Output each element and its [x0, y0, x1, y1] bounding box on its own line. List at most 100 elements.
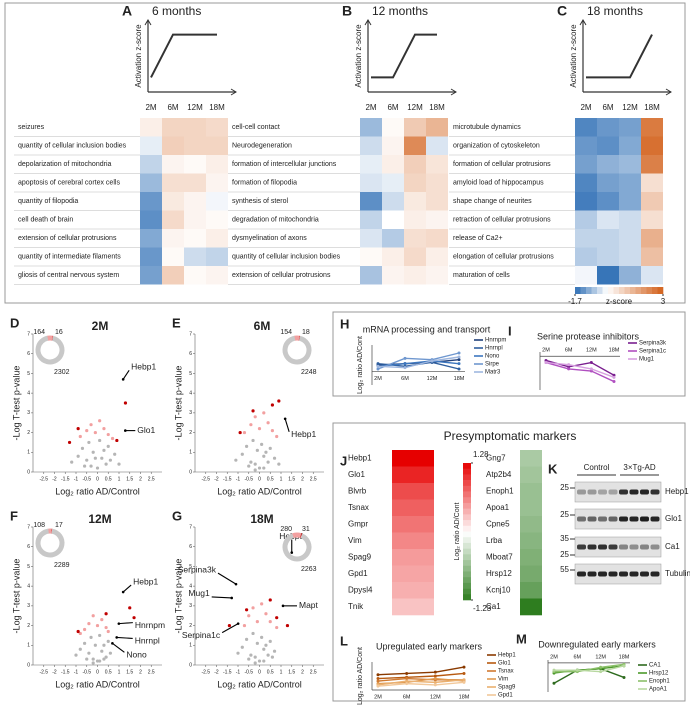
heat-cell	[162, 192, 184, 211]
arrow-head	[115, 636, 118, 639]
panel-letter: K	[548, 461, 558, 476]
x-tick-label: 0.5	[105, 476, 112, 482]
blot-band	[640, 516, 649, 522]
y-tick-label: 3	[27, 603, 30, 609]
y-tick-label: 7	[189, 524, 192, 530]
row-label: dysmyelination of axons	[232, 235, 307, 242]
series-marker	[589, 369, 593, 373]
blot-band	[608, 571, 618, 577]
data-point	[260, 635, 264, 640]
panel-letter: D	[10, 315, 19, 330]
chart-title: Serine protease inhibitors	[537, 331, 640, 341]
heat-cell	[184, 192, 206, 211]
data-point	[100, 649, 104, 653]
x-tick-label: 18M	[454, 376, 465, 382]
heat-cell	[426, 192, 448, 211]
colorbar-step	[463, 548, 471, 555]
series-marker	[403, 362, 407, 366]
column-label: 18M	[429, 103, 445, 112]
blot-band	[577, 489, 586, 495]
x-tick-label: 6M	[574, 654, 582, 660]
x-tick-label: -0.5	[244, 476, 253, 482]
heat-cell	[597, 229, 619, 248]
y-tick-label: 3	[189, 410, 192, 416]
heat-cell	[382, 173, 404, 192]
column-label: 2M	[145, 103, 156, 112]
data-point	[104, 655, 108, 659]
heat-cell	[162, 118, 184, 137]
colorbar-step	[646, 287, 653, 294]
colorbar-step	[463, 554, 471, 561]
activation-curve	[150, 33, 217, 78]
data-point	[251, 409, 255, 413]
heat-cell	[206, 118, 228, 137]
data-point	[98, 659, 102, 663]
data-point	[236, 651, 240, 655]
heat-cell	[520, 483, 542, 500]
series-marker	[462, 665, 466, 669]
legend-label: Vim	[498, 677, 508, 683]
panel-letter: A	[122, 3, 132, 19]
y-tick-label: 7	[27, 524, 30, 530]
heat-cell	[382, 192, 404, 211]
colorbar-step	[630, 287, 636, 294]
x-tick-label: -2.5	[39, 669, 48, 675]
heat-cell	[392, 565, 434, 583]
series-marker	[575, 668, 579, 672]
blot-band	[619, 489, 628, 495]
data-point	[78, 631, 82, 636]
colorbar-step	[619, 287, 625, 294]
heat-cell	[360, 266, 382, 285]
row-label: extension of cellular protrusions	[232, 272, 331, 279]
axis-arrow	[665, 88, 672, 96]
heat-cell	[392, 582, 434, 599]
arrow-head	[236, 622, 240, 625]
series-marker	[544, 361, 548, 365]
heat-cell	[575, 210, 597, 229]
donut-segment	[282, 335, 312, 365]
heat-cell	[382, 247, 404, 266]
series-line	[554, 665, 625, 673]
data-point	[87, 440, 91, 445]
heat-cell	[520, 516, 542, 533]
data-point	[275, 625, 279, 630]
data-point	[260, 442, 264, 446]
axis-arrow	[144, 19, 152, 26]
data-point	[255, 448, 259, 452]
blot-strip	[574, 536, 662, 558]
heat-cell	[619, 266, 641, 285]
x-tick-label: 6M	[565, 348, 573, 354]
data-point	[257, 466, 262, 470]
data-point	[272, 456, 277, 460]
data-point	[110, 436, 115, 441]
row-label: Ca1	[665, 542, 680, 551]
heat-cell	[619, 210, 641, 229]
panel-letter: G	[172, 508, 182, 523]
x-tick-label: 1.5	[126, 476, 133, 482]
heat-cell	[426, 155, 448, 174]
heat-cell	[206, 136, 228, 155]
heat-cell	[575, 118, 597, 137]
data-point	[268, 598, 272, 602]
annotation-arrow	[122, 370, 130, 380]
data-point	[253, 468, 257, 472]
heat-cell	[382, 118, 404, 137]
heat-cell	[392, 466, 434, 484]
gene-label: Apoa1	[486, 503, 510, 512]
panel-title: 12 months	[372, 4, 428, 18]
data-point	[268, 446, 272, 450]
data-point	[251, 631, 255, 636]
series-line	[377, 681, 465, 687]
colorbar-step	[463, 520, 471, 527]
series-marker	[376, 684, 380, 688]
heat-cell	[162, 136, 184, 155]
data-point	[85, 657, 89, 661]
heat-cell	[206, 192, 228, 211]
row-label: formation of filopodia	[232, 180, 297, 187]
heat-cell	[140, 155, 162, 174]
heat-cell	[392, 598, 434, 616]
activation-curve	[371, 33, 437, 79]
data-point	[285, 623, 290, 628]
axis-arrow	[579, 19, 587, 26]
data-point	[102, 448, 106, 452]
